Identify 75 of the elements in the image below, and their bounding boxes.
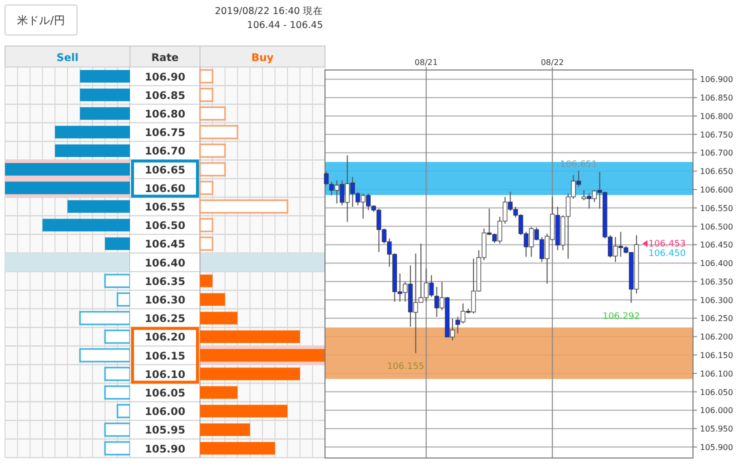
- y-tick-label: 106.80: [144, 108, 186, 120]
- y-tick-label: 106.50: [144, 220, 186, 232]
- bar: [200, 293, 225, 306]
- bar: [199, 106, 226, 121]
- y-tick-label: 105.950: [700, 424, 734, 434]
- annotation: 106.450: [648, 249, 686, 260]
- y-tick-label: 106.750: [700, 130, 734, 140]
- y-tick-label: 106.300: [700, 296, 734, 305]
- y-tick-label: 106.250: [700, 314, 734, 324]
- y-tick-label: 106.55: [144, 202, 186, 214]
- y-tick-label: 106.70: [144, 146, 186, 158]
- bar: [200, 274, 212, 288]
- text: 106.44 - 106.45: [247, 20, 323, 31]
- bar: [200, 404, 288, 418]
- y-tick-label: 106.00: [144, 406, 186, 418]
- annotation: 106.453: [648, 240, 686, 250]
- bar: [199, 180, 214, 195]
- bar: [200, 368, 300, 380]
- bar: [200, 386, 238, 399]
- y-tick-label: 106.100: [700, 369, 734, 378]
- y-tick-label: 106.000: [700, 406, 734, 416]
- bar: [199, 236, 214, 251]
- annotation: 106.155: [387, 362, 424, 372]
- y-tick-label: 106.25: [144, 313, 186, 326]
- bar: [199, 218, 214, 232]
- y-tick-label: 105.900: [700, 442, 734, 452]
- y-tick-label: 106.90: [144, 71, 186, 84]
- y-tick-label: 105.95: [144, 424, 186, 437]
- y-tick-label: 106.500: [700, 222, 734, 232]
- y-tick-label: 106.60: [144, 182, 186, 195]
- y-tick-label: 106.85: [144, 90, 186, 102]
- y-tick-label: 106.75: [144, 127, 186, 140]
- chart-subtitle: 2019/08/22 16:40 現在: [214, 5, 323, 17]
- series-label: Sell: [56, 52, 78, 64]
- chart-title: 米ドル/円: [17, 14, 65, 27]
- y-tick-label: 106.35: [144, 276, 186, 288]
- bar: [200, 442, 275, 455]
- y-tick-label: 106.850: [700, 94, 734, 103]
- y-axis-title: Rate: [151, 52, 179, 64]
- y-tick-label: 106.65: [144, 164, 186, 176]
- y-tick-label: 106.150: [700, 351, 734, 360]
- y-tick-label: 106.30: [144, 294, 186, 306]
- x-tick-label: 08/22: [540, 58, 564, 67]
- y-tick-label: 106.350: [700, 277, 734, 286]
- y-tick-label: 106.15: [144, 350, 186, 362]
- bar: [199, 88, 214, 102]
- candlestick: [324, 171, 329, 186]
- bar: [200, 312, 238, 324]
- y-tick-label: 106.650: [700, 167, 734, 176]
- bar: [200, 423, 250, 436]
- y-tick-label: 106.450: [700, 240, 734, 250]
- annotation: 106.292: [602, 312, 640, 322]
- bar: [199, 199, 288, 214]
- y-tick-label: 106.400: [700, 259, 734, 268]
- y-tick-label: 106.05: [144, 388, 186, 400]
- text: Buy: [251, 52, 274, 64]
- annotation: 106.651: [560, 160, 598, 170]
- y-tick-label: 106.700: [700, 148, 734, 158]
- y-tick-label: 106.20: [144, 332, 186, 344]
- y-tick-label: 106.40: [144, 257, 186, 270]
- y-tick-label: 106.600: [700, 186, 734, 195]
- y-tick-label: 106.200: [700, 332, 734, 342]
- y-tick-label: 106.45: [144, 238, 186, 251]
- x-tick-label: 08/21: [414, 58, 438, 67]
- y-tick-label: 105.90: [144, 443, 186, 456]
- bar: [200, 330, 300, 343]
- bar: [199, 125, 238, 140]
- bar: [199, 162, 226, 176]
- y-tick-label: 106.800: [700, 112, 734, 121]
- y-tick-label: 106.10: [144, 368, 186, 381]
- y-tick-label: 106.900: [700, 75, 734, 84]
- bar: [199, 69, 214, 84]
- bar: [199, 144, 226, 158]
- y-tick-label: 106.550: [700, 204, 734, 213]
- y-tick-label: 106.050: [700, 388, 734, 397]
